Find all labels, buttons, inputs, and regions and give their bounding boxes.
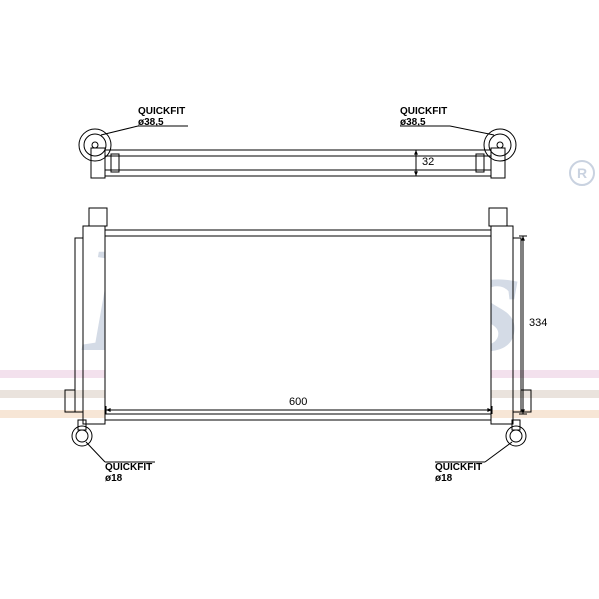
callout-top-right-line1: QUICKFIT [400, 106, 447, 117]
dim-top-32: 32 [422, 156, 434, 168]
callout-bot-left-line2: ø18 [105, 473, 122, 484]
technical-drawing [0, 0, 599, 599]
callout-bot-right-line2: ø18 [435, 473, 452, 484]
callout-bot-right-line1: QUICKFIT [435, 462, 482, 473]
callout-top-left-line1: QUICKFIT [138, 106, 185, 117]
dim-height-334: 334 [529, 317, 547, 329]
callout-top-right-line2: ø38,5 [400, 117, 426, 128]
callout-bot-left-line1: QUICKFIT [105, 462, 152, 473]
callout-top-left-line2: ø38,5 [138, 117, 164, 128]
dim-width-600: 600 [289, 396, 307, 408]
